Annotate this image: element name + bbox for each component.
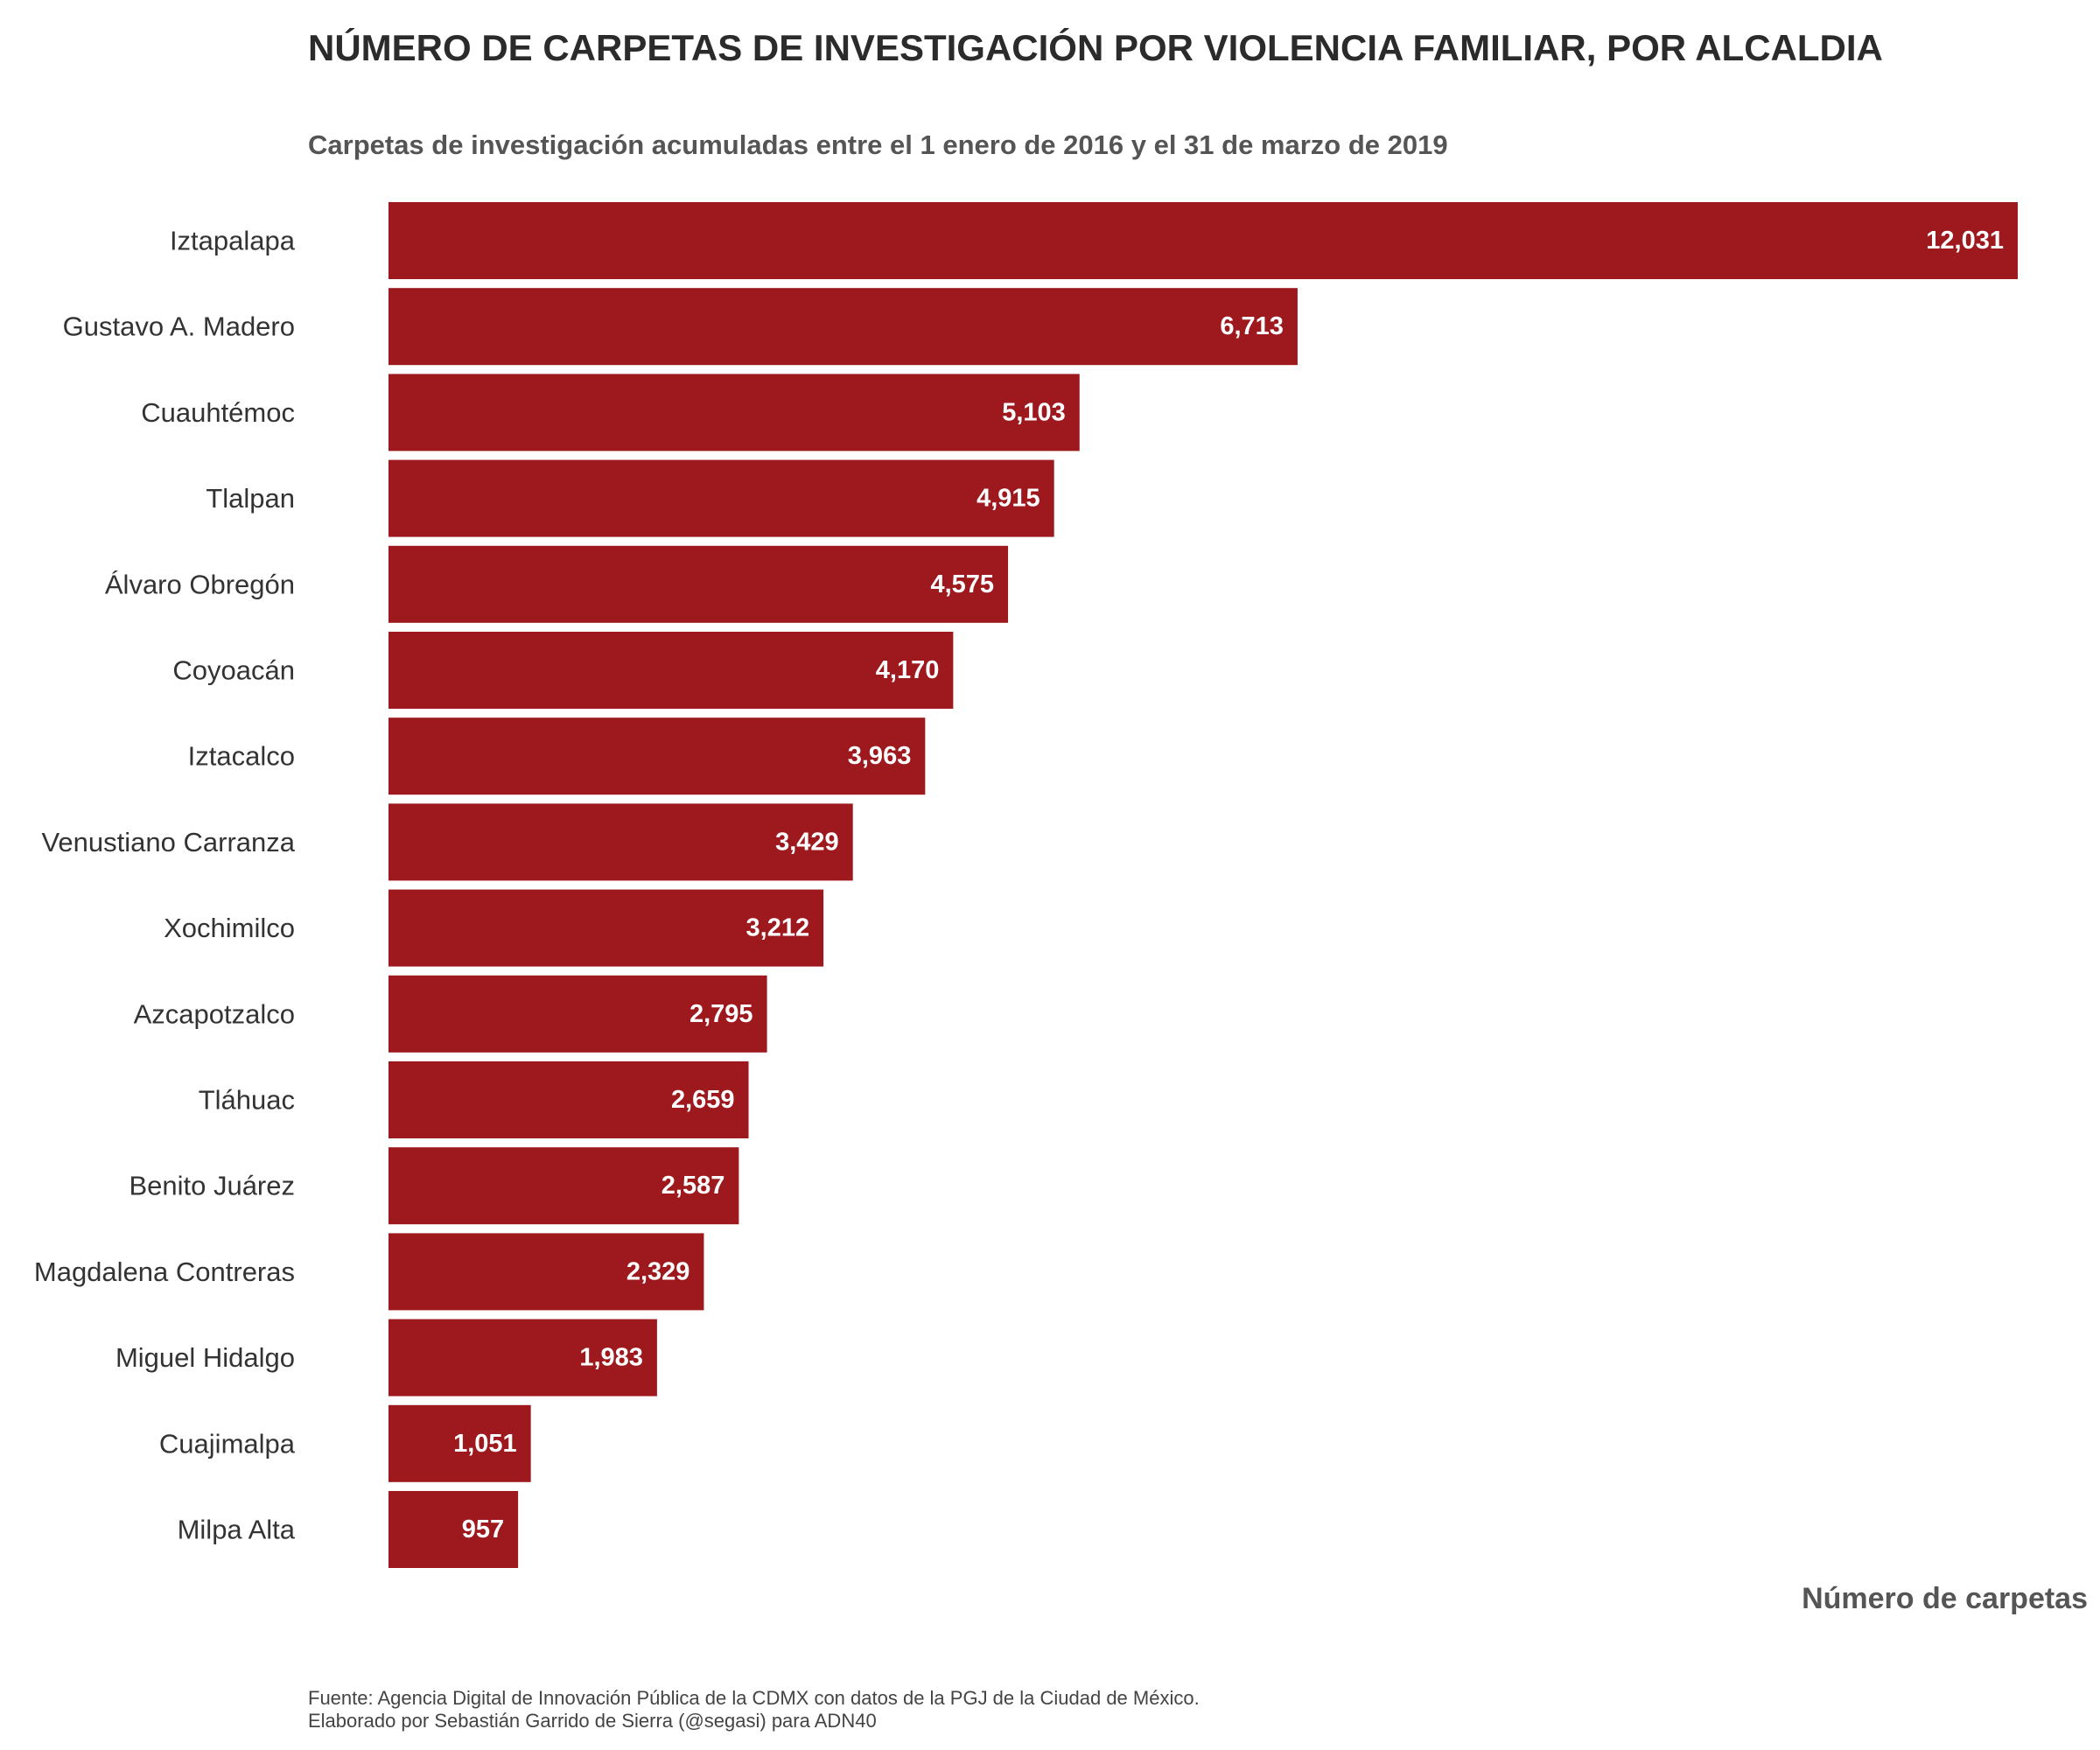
bar-2	[388, 374, 1080, 452]
caption-author: Elaborado por Sebastián Garrido de Sierr…	[308, 1710, 877, 1732]
value-label-10: 2,659	[671, 1086, 735, 1114]
bar-5	[388, 632, 954, 709]
category-label-2: Cuauhtémoc	[141, 397, 295, 428]
value-label-12: 2,329	[626, 1257, 690, 1285]
value-label-14: 1,051	[453, 1430, 517, 1458]
value-label-0: 12,031	[1926, 227, 2004, 255]
category-label-9: Azcapotzalco	[134, 998, 295, 1029]
bar-6	[388, 718, 926, 795]
bar-12	[388, 1233, 704, 1311]
bar-0	[388, 202, 2018, 279]
x-axis-label: Número de carpetas	[1802, 1582, 2088, 1615]
value-label-2: 5,103	[1002, 398, 1066, 426]
bar-15	[388, 1491, 519, 1568]
category-label-7: Venustiano Carranza	[41, 827, 295, 858]
category-label-12: Magdalena Contreras	[34, 1256, 295, 1287]
bar-4	[388, 545, 1009, 623]
category-label-0: Iztapalapa	[170, 226, 296, 256]
bar-13	[388, 1319, 657, 1396]
category-label-6: Iztacalco	[188, 741, 295, 772]
category-label-13: Miguel Hidalgo	[116, 1342, 295, 1373]
value-label-1: 6,713	[1220, 312, 1284, 340]
category-label-4: Álvaro Obregón	[105, 569, 295, 599]
value-label-3: 4,915	[976, 485, 1040, 513]
bar-14	[388, 1404, 531, 1482]
bar-7	[388, 803, 853, 881]
chart-title: NÚMERO DE CARPETAS DE INVESTIGACIÓN POR …	[308, 27, 1883, 68]
bar-chart: Iztapalapa 12,031 Gustavo A. Madero 6,713 Cu…	[34, 202, 2018, 1568]
bar-10	[388, 1061, 749, 1138]
value-label-5: 4,170	[876, 656, 940, 684]
chart-subtitle: Carpetas de investigación acumuladas ent…	[308, 130, 1448, 160]
bar-8	[388, 889, 824, 967]
category-label-10: Tláhuac	[199, 1085, 295, 1116]
chart-caption: Fuente: Agencia Digital de Innovación Pú…	[308, 1687, 1200, 1732]
category-label-11: Benito Juárez	[129, 1171, 295, 1201]
category-label-5: Coyoacán	[172, 655, 295, 686]
bar-3	[388, 459, 1054, 537]
bar-9	[388, 975, 767, 1053]
value-label-11: 2,587	[662, 1172, 725, 1200]
value-label-9: 2,795	[690, 1000, 753, 1028]
category-label-1: Gustavo A. Madero	[63, 312, 295, 342]
value-label-6: 3,963	[848, 742, 912, 770]
value-label-4: 4,575	[930, 570, 994, 598]
category-label-15: Milpa Alta	[178, 1515, 296, 1545]
category-label-8: Xochimilco	[164, 913, 295, 943]
value-label-7: 3,429	[775, 828, 839, 856]
value-label-13: 1,983	[579, 1344, 643, 1372]
value-label-8: 3,212	[746, 914, 810, 942]
bar-1	[388, 288, 1298, 366]
caption-source: Fuente: Agencia Digital de Innovación Pú…	[308, 1687, 1200, 1709]
bar-11	[388, 1147, 739, 1225]
category-label-3: Tlalpan	[206, 483, 295, 514]
category-label-14: Cuajimalpa	[159, 1428, 296, 1459]
value-label-15: 957	[462, 1516, 504, 1544]
